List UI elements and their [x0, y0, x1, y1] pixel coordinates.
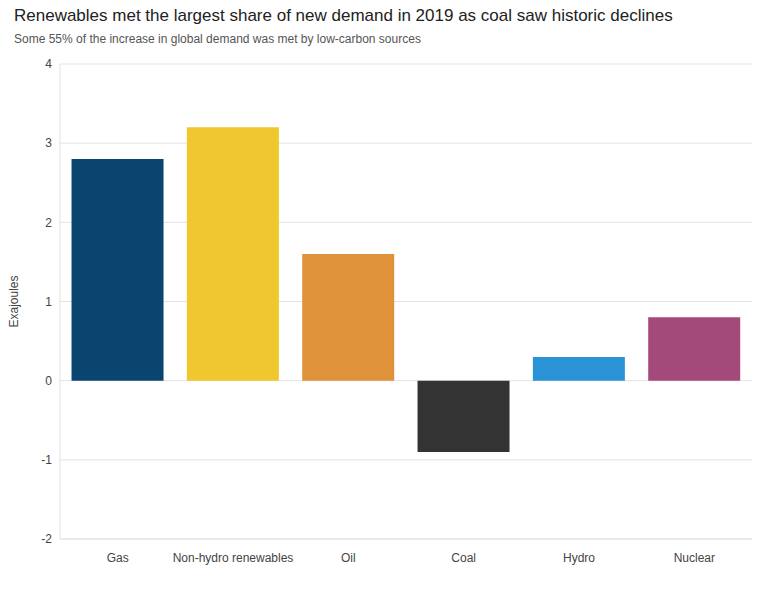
html-text:Some 55% of the increase in gl: Some 55% of the increase in global deman… [14, 32, 421, 46]
svg-text:-1: -1 [41, 453, 52, 467]
svg-text:Gas: Gas [107, 551, 129, 565]
svg-text:0: 0 [45, 374, 52, 388]
svg-text:1: 1 [45, 295, 52, 309]
svg-text:2: 2 [45, 216, 52, 230]
svg-text:Oil: Oil [341, 551, 356, 565]
svg-text:3: 3 [45, 136, 52, 150]
svg-text:Hydro: Hydro [563, 551, 595, 565]
html-text:Renewables met the largest sha: Renewables met the largest share of new … [14, 6, 673, 25]
svg-text:-2: -2 [41, 532, 52, 546]
svg-text:Non-hydro renewables: Non-hydro renewables [173, 551, 294, 565]
svg-text:Nuclear: Nuclear [674, 551, 715, 565]
svg-text:Exajoules: Exajoules [8, 275, 21, 327]
svg-text:4: 4 [45, 57, 52, 71]
svg-text:Coal: Coal [451, 551, 476, 565]
